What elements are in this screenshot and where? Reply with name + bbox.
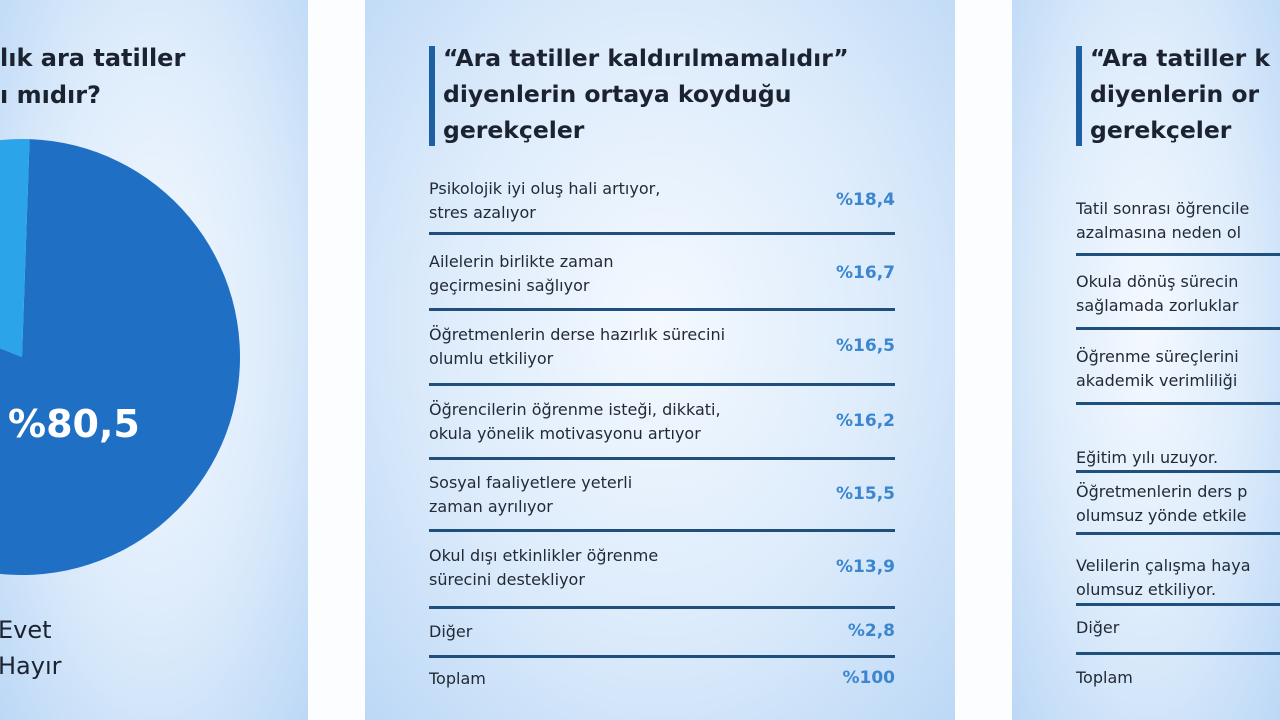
panel-title: “Ara tatiller k diyenlerin or gerekçeler [1090, 40, 1270, 148]
reasons-panel: “Ara tatiller kaldırılmamalıdır” diyenle… [365, 0, 955, 720]
row-label-line: azalmasına neden ol [1076, 223, 1242, 242]
legend-evet: Evet [0, 616, 52, 644]
pie-chart [0, 139, 240, 575]
row-label: Velilerin çalışma haya olumsuz etkiliyor. [1076, 554, 1251, 602]
row-label-line: Öğrencilerin öğrenme isteği, dikkati, [429, 400, 721, 419]
row-divider [429, 383, 895, 386]
row-divider [1076, 652, 1280, 655]
pie-slice-hayir [0, 139, 30, 357]
pie-panel: lık ara tatiller ı mıdır? %80,5 Evet Hay… [0, 0, 308, 720]
row-label-line: Velilerin çalışma haya [1076, 556, 1251, 575]
row-divider [429, 655, 895, 658]
row-label: Tatil sonrası öğrencile azalmasına neden … [1076, 197, 1249, 245]
row-label: Diğer [1076, 616, 1119, 640]
row-label-line: Ailelerin birlikte zaman [429, 252, 614, 271]
row-label: Okul dışı etkinlikler öğrenme sürecini de… [429, 544, 658, 592]
title-line: gerekçeler [1090, 116, 1232, 144]
title-accent-bar [1076, 46, 1082, 146]
row-divider [429, 606, 895, 609]
row-divider [1076, 532, 1280, 535]
row-value: %16,5 [836, 336, 895, 356]
row-label: Ailelerin birlikte zaman geçirmesini sağl… [429, 250, 614, 298]
row-label-line: Öğretmenlerin derse hazırlık sürecini [429, 325, 726, 344]
reasons-panel-2: “Ara tatiller k diyenlerin or gerekçeler… [1012, 0, 1280, 720]
row-divider [429, 457, 895, 460]
row-label: Eğitim yılı uzuyor. [1076, 446, 1218, 470]
legend-hayir: Hayır [0, 652, 62, 680]
row-label-line: stres azalıyor [429, 203, 536, 222]
title-accent-bar [429, 46, 435, 146]
row-label-line: zaman ayrılıyor [429, 497, 553, 516]
row-label-line: Eğitim yılı uzuyor. [1076, 448, 1219, 467]
row-label: Psikolojik iyi oluş hali artıyor, stres a… [429, 177, 660, 225]
question-title: lık ara tatiller ı mıdır? [0, 40, 185, 114]
row-label: Toplam [1076, 666, 1133, 690]
row-divider [429, 232, 895, 235]
row-label-line: Diğer [1076, 618, 1120, 637]
row-label-line: Toplam [429, 669, 486, 688]
row-label-line: Sosyal faaliyetlere yeterli [429, 473, 633, 492]
question-line: lık ara tatiller [0, 44, 186, 72]
row-label-line: Okula dönüş sürecin [1076, 272, 1239, 291]
row-label-line: Tatil sonrası öğrencile [1076, 199, 1250, 218]
row-label-line: Öğrenme süreçlerini [1076, 347, 1239, 366]
row-value: %18,4 [836, 190, 895, 210]
row-label-line: Öğretmenlerin ders p [1076, 482, 1248, 501]
row-divider [1076, 603, 1280, 606]
row-label-line: olumsuz etkiliyor. [1076, 580, 1217, 599]
row-label-line: okula yönelik motivasyonu artıyor [429, 424, 701, 443]
pie-label-evet: %80,5 [8, 402, 140, 446]
row-label: Okula dönüş sürecin sağlamada zorluklar [1076, 270, 1238, 318]
row-label: Öğretmenlerin ders p olumsuz yönde etkile [1076, 480, 1247, 528]
panel-title: “Ara tatiller kaldırılmamalıdır” diyenle… [443, 40, 849, 148]
title-line: diyenlerin or [1090, 80, 1260, 108]
row-value: %16,7 [836, 263, 895, 283]
row-divider [429, 529, 895, 532]
row-label-line: Psikolojik iyi oluş hali artıyor, [429, 179, 661, 198]
row-label: Sosyal faaliyetlere yeterli zaman ayrılıy… [429, 471, 632, 519]
row-label-line: sağlamada zorluklar [1076, 296, 1239, 315]
row-divider [1076, 470, 1280, 473]
row-value: %16,2 [836, 411, 895, 431]
row-label: Öğrenme süreçlerini akademik verimliliği [1076, 345, 1239, 393]
row-value: %13,9 [836, 557, 895, 577]
row-value: %100 [842, 668, 895, 688]
row-label-line: olumsuz yönde etkile [1076, 506, 1247, 525]
row-label: Öğretmenlerin derse hazırlık sürecini olu… [429, 323, 725, 371]
row-label-line: sürecini destekliyor [429, 570, 585, 589]
row-value: %2,8 [847, 621, 895, 641]
row-label: Öğrencilerin öğrenme isteği, dikkati, oku… [429, 398, 721, 446]
row-label: Toplam [429, 667, 486, 691]
question-line: ı mıdır? [0, 81, 101, 109]
row-divider [429, 308, 895, 311]
row-label-line: Diğer [429, 622, 473, 641]
row-divider [1076, 402, 1280, 405]
title-line: “Ara tatiller kaldırılmamalıdır” [443, 44, 849, 72]
title-line: “Ara tatiller k [1090, 44, 1271, 72]
row-label-line: olumlu etkiliyor [429, 349, 554, 368]
row-value: %15,5 [836, 484, 895, 504]
row-divider [1076, 327, 1280, 330]
title-line: diyenlerin ortaya koyduğu [443, 80, 792, 108]
row-divider [1076, 253, 1280, 256]
title-line: gerekçeler [443, 116, 585, 144]
row-label: Diğer [429, 620, 472, 644]
row-label-line: akademik verimliliği [1076, 371, 1238, 390]
row-label-line: Toplam [1076, 668, 1133, 687]
pie-slice-evet [0, 139, 240, 575]
row-label-line: geçirmesini sağlıyor [429, 276, 590, 295]
row-label-line: Okul dışı etkinlikler öğrenme [429, 546, 659, 565]
